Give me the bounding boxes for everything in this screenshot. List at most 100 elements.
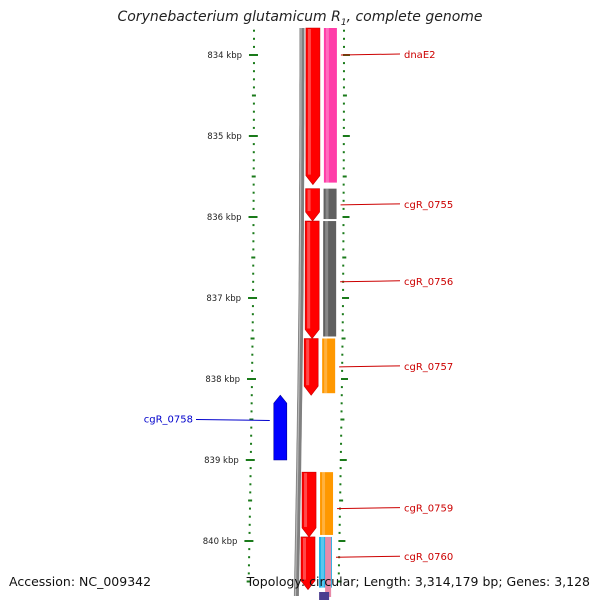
leader-cgR_0757 (339, 365, 401, 368)
ruler-tick (342, 175, 347, 178)
ruler-tick (251, 175, 256, 178)
ruler-tick-major (338, 540, 346, 542)
ruler-tick-minor (251, 305, 254, 308)
gene-label-dnaE2[interactable]: dnaE2 (404, 50, 436, 61)
gene-label-cgR_0758[interactable]: cgR_0758 (144, 415, 193, 426)
ruler-tick-minor (252, 102, 255, 105)
ruler-tick-minor (252, 199, 255, 202)
ruler-label: 840 kbp (203, 537, 238, 547)
gene-arrow-shine (304, 473, 308, 527)
gene-label-cgR_0760[interactable]: cgR_0760 (404, 552, 453, 563)
ruler-tick-minor (342, 191, 345, 194)
ruler-tick (251, 256, 256, 259)
ruler-tick-minor (339, 475, 342, 478)
leader-cgR_0759 (337, 507, 401, 510)
ruler-tick-minor (342, 240, 345, 243)
ruler-tick (251, 94, 256, 97)
gene-arrow-shine (302, 537, 306, 580)
ruler-tick-minor (252, 232, 255, 235)
ruler-tick-minor (341, 361, 344, 364)
ruler-tick-minor (250, 402, 253, 405)
ruler-tick-major (244, 540, 254, 542)
ruler-tick-minor (337, 572, 340, 575)
ruler-tick-minor (342, 102, 345, 105)
ruler-tick-minor (252, 143, 255, 146)
ruler-tick-minor (250, 426, 253, 429)
ruler-tick-major (340, 378, 348, 380)
ruler-tick-minor (249, 491, 252, 494)
ruler-tick-minor (252, 118, 255, 121)
ruler-tick-minor (248, 531, 251, 534)
ruler-tick-minor (252, 110, 255, 113)
ruler-tick-minor (251, 313, 254, 316)
ruler-tick-minor (338, 523, 341, 526)
ruler-tick-minor (252, 280, 255, 283)
gene-label-cgR_0755[interactable]: cgR_0755 (404, 200, 453, 211)
ruler-tick-minor (248, 523, 251, 526)
ruler-tick-minor (338, 515, 341, 518)
gene-arrow-shine (307, 222, 311, 329)
ruler-tick (342, 94, 347, 97)
gene-label-cgR_0759[interactable]: cgR_0759 (404, 504, 453, 515)
ruler-tick-minor (250, 442, 253, 445)
ruler-tick (341, 337, 346, 340)
ruler-tick-minor (337, 564, 340, 567)
ruler-tick-minor (342, 110, 345, 113)
ruler-tick-minor (341, 321, 344, 324)
ruler-tick-minor (250, 410, 253, 413)
leader-dnaE2 (340, 53, 401, 56)
ruler-tick-minor (342, 86, 345, 89)
map-title: Corynebacterium glutamicum R1, complete … (117, 9, 483, 28)
ruler-tick-minor (249, 483, 252, 486)
ruler-label: 836 kbp (207, 213, 242, 223)
ruler-tick-minor (339, 483, 342, 486)
ruler-tick-minor (247, 564, 250, 567)
ruler-tick-minor (340, 386, 343, 389)
ruler-tick (248, 499, 253, 502)
ruler-tick-minor (342, 143, 345, 146)
ruler-tick-minor (249, 467, 252, 470)
ruler-tick-major (342, 297, 350, 299)
ruler-tick-minor (342, 62, 345, 65)
annotation-bar-shine (322, 472, 326, 535)
ruler-tick-minor (252, 264, 255, 267)
ruler-tick-minor (341, 305, 344, 308)
annotation-bar-shine (325, 28, 329, 183)
ruler-tick-minor (252, 86, 255, 89)
ruler-tick-minor (252, 183, 255, 186)
ruler-tick-minor (342, 199, 345, 202)
ruler-tick-minor (340, 394, 343, 397)
ruler-tick-minor (252, 240, 255, 243)
ruler-tick (342, 256, 347, 259)
ruler-tick-minor (340, 410, 343, 413)
ruler-tick-minor (342, 288, 345, 291)
ruler-tick-minor (342, 78, 345, 81)
ruler-tick-minor (252, 126, 255, 129)
ruler-tick-minor (249, 450, 252, 453)
ruler-tick-minor (252, 29, 255, 32)
annotation-bar-cgR_0755 (323, 188, 337, 220)
leader-cgR_0756 (340, 280, 401, 283)
annotation-bar-shine (320, 536, 324, 588)
annotation-bar-cgR_0759 (320, 472, 334, 535)
gene-arrow-shine (306, 339, 310, 386)
ruler-tick-minor (251, 369, 254, 372)
gene-label-cgR_0757[interactable]: cgR_0757 (404, 362, 453, 373)
gene-label-cgR_0756[interactable]: cgR_0756 (404, 277, 453, 288)
ruler-tick-minor (339, 491, 342, 494)
backbone-highlight (294, 28, 302, 597)
ruler-tick-minor (251, 345, 254, 348)
annotation-bar-shine (324, 338, 328, 394)
ruler-tick-minor (248, 507, 251, 510)
ruler-tick-minor (251, 361, 254, 364)
ruler-tick-minor (340, 426, 343, 429)
ruler-tick-major (339, 459, 347, 461)
ruler-left: 834 kbp 835 kbp 836 kbp 837 kbp 838 kbp 839 k… (203, 29, 258, 583)
leader-cgR_0758 (195, 419, 270, 421)
ruler-tick (337, 580, 342, 583)
ruler-tick-minor (249, 475, 252, 478)
ruler-tick-minor (342, 37, 345, 40)
ruler-tick-minor (248, 548, 251, 551)
ruler-tick-minor (252, 159, 255, 162)
backbone (293, 28, 305, 597)
